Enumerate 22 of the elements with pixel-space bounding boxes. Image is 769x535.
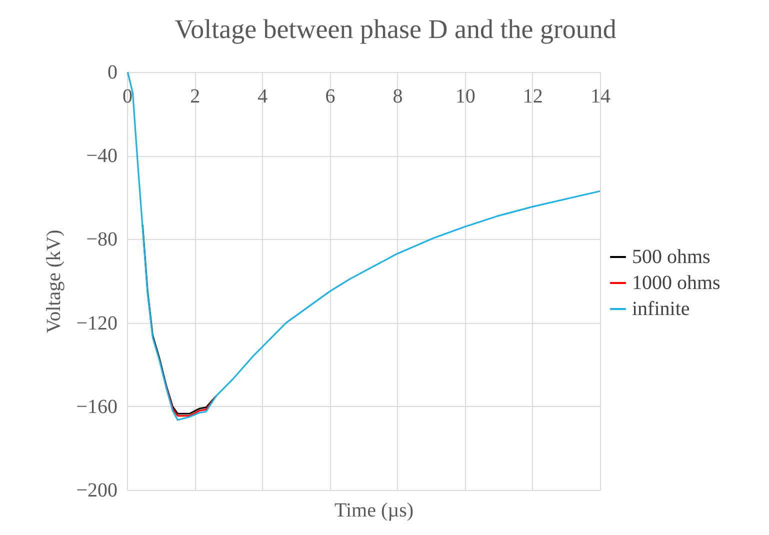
y-tick-label: −80 [86, 228, 118, 251]
x-tick-label: 2 [190, 86, 200, 108]
x-tick-label: 10 [455, 86, 476, 108]
legend-label: infinite [632, 298, 690, 320]
y-tick-label: −40 [86, 145, 118, 168]
x-tick-label: 4 [258, 86, 268, 108]
y-tick-label: −120 [76, 312, 118, 334]
x-tick-label: 8 [392, 86, 403, 108]
x-tick-label: 14 [590, 86, 610, 108]
line-series [165, 386, 217, 417]
x-axis-title: Time (µs) [334, 500, 414, 522]
y-tick-label: −160 [76, 396, 118, 418]
y-tick-label: 0 [108, 62, 118, 84]
chart-title: Voltage between phase D and the ground [174, 14, 617, 44]
legend-label: 500 ohms [632, 246, 711, 268]
x-tick-label: 6 [325, 86, 336, 108]
y-tick-label: −200 [76, 480, 118, 502]
y-axis-title: Voltage (kV) [43, 230, 66, 334]
legend-label: 1000 ohms [632, 272, 721, 294]
x-tick-label: 12 [522, 86, 543, 108]
x-tick-label: 0 [122, 86, 132, 108]
line-series [142, 224, 217, 415]
